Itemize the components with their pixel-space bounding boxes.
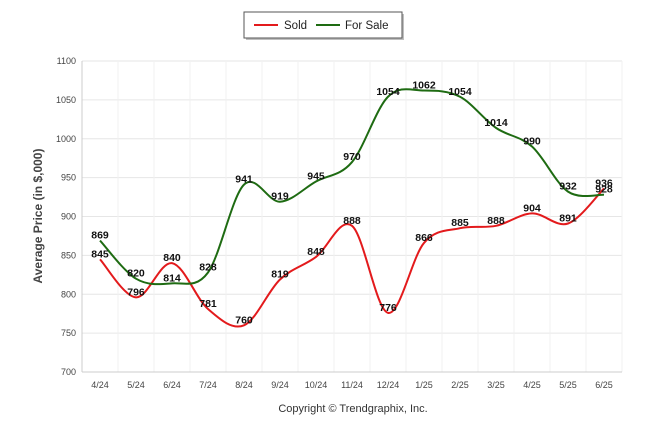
y-tick-label: 800: [61, 289, 76, 299]
x-tick-label: 10/24: [305, 380, 328, 390]
x-tick-label: 4/24: [91, 380, 109, 390]
x-tick-label: 9/24: [271, 380, 289, 390]
data-label-for-sale: 1054: [376, 86, 400, 98]
x-tick-label: 5/25: [559, 380, 577, 390]
y-tick-label: 950: [61, 173, 76, 183]
data-label-sold: 888: [343, 215, 361, 227]
y-tick-label: 1000: [56, 134, 76, 144]
data-label-for-sale: 970: [343, 151, 361, 163]
data-label-sold: 885: [451, 217, 469, 229]
data-label-sold: 781: [199, 298, 217, 310]
data-label-sold: 888: [487, 215, 505, 227]
data-label-sold: 845: [91, 248, 109, 260]
y-tick-label: 1100: [57, 56, 76, 66]
x-tick-label: 7/24: [199, 380, 217, 390]
y-tick-label: 1050: [56, 95, 76, 105]
x-tick-label: 6/24: [163, 380, 181, 390]
x-tick-label: 3/25: [487, 380, 505, 390]
axes: 700 750 800 850 900 950 1000 1050 1100 4/24 5/24 6/…: [56, 56, 622, 390]
x-tick-label: 2/25: [451, 380, 469, 390]
grid: [81, 60, 623, 373]
y-axis-title: Average Price (in $,000): [31, 149, 45, 284]
data-label-sold: 776: [379, 302, 397, 314]
legend-label-for-sale: For Sale: [345, 20, 388, 32]
data-label-sold: 796: [127, 286, 145, 298]
data-label-for-sale: 945: [307, 171, 325, 183]
data-label-for-sale: 941: [235, 174, 253, 186]
x-tick-label: 5/24: [127, 380, 145, 390]
data-label-for-sale: 1014: [484, 117, 508, 129]
x-tick-label: 11/24: [341, 380, 363, 390]
x-tick-label: 1/25: [415, 380, 433, 390]
data-label-for-sale: 820: [127, 268, 145, 280]
x-tick-label: 12/24: [377, 380, 400, 390]
y-tick-label: 700: [61, 367, 76, 377]
data-label-for-sale: 990: [523, 136, 541, 148]
data-label-for-sale: 814: [163, 272, 181, 284]
data-label-for-sale: 1062: [412, 80, 436, 92]
data-label-sold: 936: [595, 178, 613, 190]
y-tick-label: 900: [61, 212, 76, 222]
data-label-sold: 760: [235, 314, 253, 326]
data-label-for-sale: 869: [91, 230, 109, 242]
copyright-text: Copyright © Trendgraphix, Inc.: [278, 403, 427, 415]
x-tick-label: 4/25: [523, 380, 541, 390]
data-label-sold: 819: [271, 268, 289, 280]
data-label-for-sale: 828: [199, 261, 217, 273]
data-label-sold: 904: [523, 202, 541, 214]
data-label-sold: 840: [163, 252, 181, 264]
data-label-for-sale: 928: [595, 184, 613, 196]
y-tick-label: 850: [61, 250, 76, 260]
data-label-for-sale: 919: [271, 191, 289, 203]
y-tick-label: 750: [61, 328, 76, 338]
legend: Sold For Sale: [243, 11, 404, 40]
x-tick-label: 8/24: [235, 380, 253, 390]
data-labels: 845 796 840 781 760 819 848 888 776 866 885 888 904 8…: [91, 80, 613, 327]
series-lines: [99, 88, 605, 328]
x-tick-label: 6/25: [595, 380, 613, 390]
data-label-sold: 866: [415, 232, 433, 244]
data-label-sold: 891: [559, 212, 577, 224]
data-label-sold: 848: [307, 246, 325, 258]
series-line-sold: [99, 187, 605, 328]
series-line-for-sale: [99, 88, 605, 286]
legend-label-sold: Sold: [284, 20, 307, 32]
data-label-for-sale: 1054: [448, 86, 472, 98]
data-label-for-sale: 932: [559, 181, 577, 193]
